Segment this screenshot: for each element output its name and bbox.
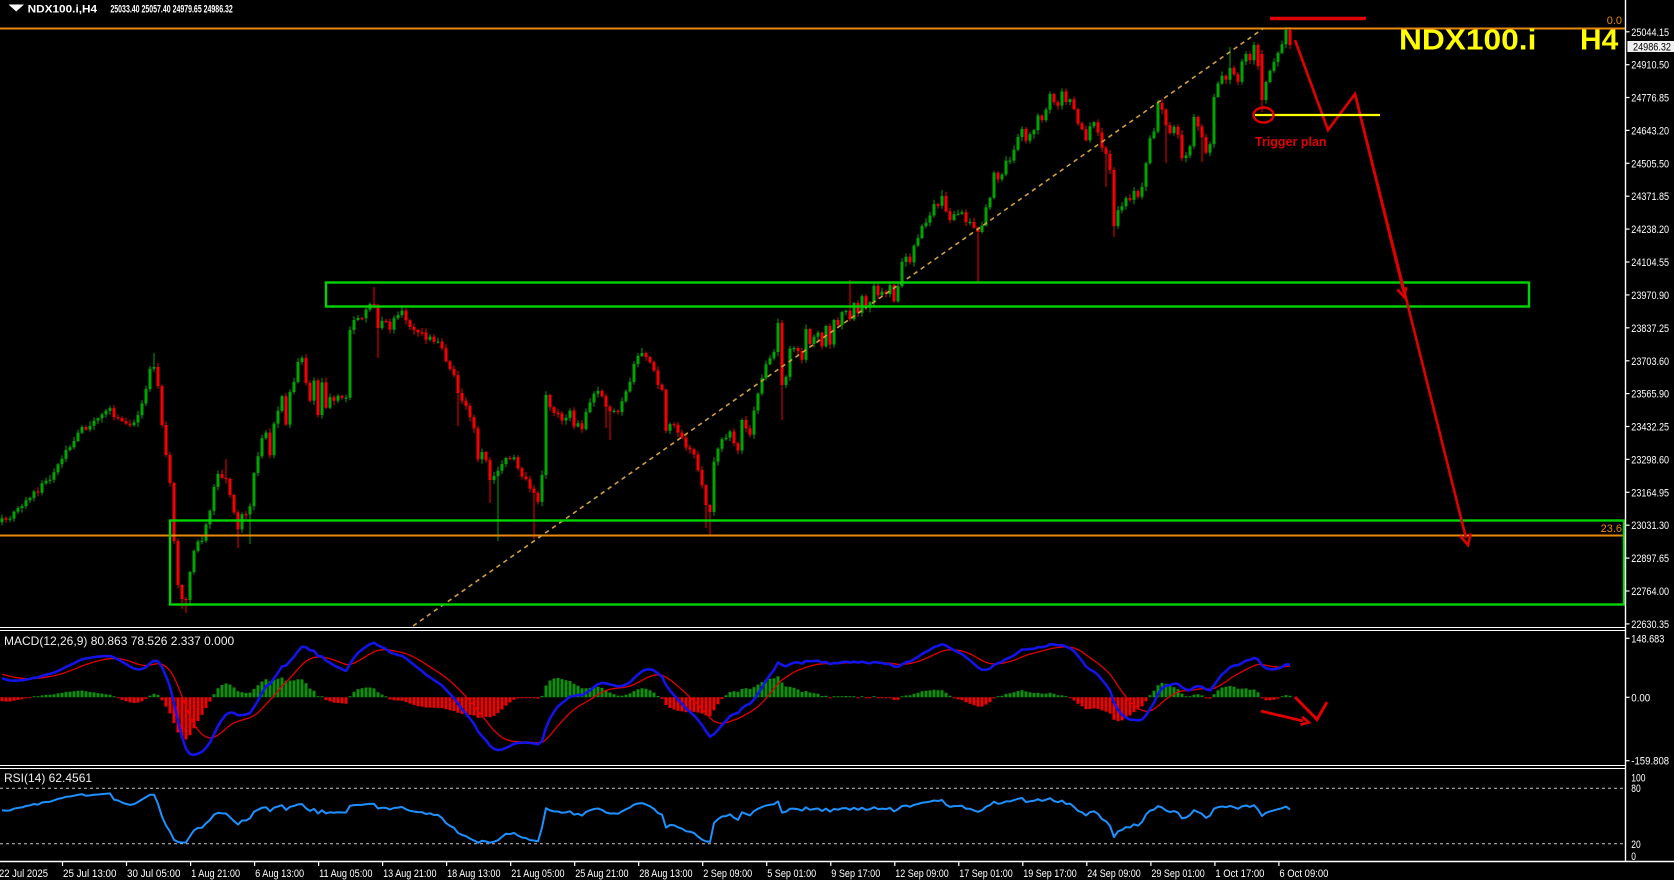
svg-text:25 Jul 13:00: 25 Jul 13:00	[63, 868, 116, 880]
svg-text:MACD(12,26,9) 80.863 78.526 2.: MACD(12,26,9) 80.863 78.526 2.337 0.000	[4, 634, 234, 648]
svg-text:H4: H4	[1580, 24, 1618, 56]
svg-text:18 Aug 13:00: 18 Aug 13:00	[447, 868, 500, 880]
svg-text:NDX100.i,H4: NDX100.i,H4	[28, 3, 98, 15]
svg-text:22630.35: 22630.35	[1631, 619, 1669, 631]
svg-text:11 Aug 05:00: 11 Aug 05:00	[319, 868, 372, 880]
svg-text:23.6: 23.6	[1601, 523, 1622, 535]
svg-text:NDX100.i: NDX100.i	[1399, 24, 1536, 56]
svg-text:13 Aug 21:00: 13 Aug 21:00	[383, 868, 436, 880]
svg-text:9 Sep 17:00: 9 Sep 17:00	[831, 868, 880, 880]
svg-text:23970.90: 23970.90	[1631, 290, 1669, 302]
svg-text:22897.65: 22897.65	[1631, 553, 1669, 565]
svg-text:23837.25: 23837.25	[1631, 323, 1669, 335]
svg-text:25 Aug 21:00: 25 Aug 21:00	[575, 868, 628, 880]
svg-text:0.00: 0.00	[1631, 692, 1650, 704]
svg-text:24986.32: 24986.32	[1633, 41, 1671, 53]
svg-text:30 Jul 05:00: 30 Jul 05:00	[127, 868, 180, 880]
svg-text:23164.95: 23164.95	[1631, 487, 1669, 499]
svg-text:0: 0	[1631, 851, 1636, 863]
svg-text:100: 100	[1631, 773, 1645, 785]
svg-text:22764.00: 22764.00	[1631, 586, 1669, 598]
svg-text:24776.85: 24776.85	[1631, 93, 1669, 105]
svg-text:24 Sep 09:00: 24 Sep 09:00	[1087, 868, 1140, 880]
svg-text:6 Aug 13:00: 6 Aug 13:00	[255, 868, 304, 880]
svg-text:29 Sep 01:00: 29 Sep 01:00	[1151, 868, 1204, 880]
svg-text:2 Sep 09:00: 2 Sep 09:00	[703, 868, 752, 880]
svg-text:22 Jul 2025: 22 Jul 2025	[0, 868, 48, 880]
svg-text:24238.20: 24238.20	[1631, 224, 1669, 236]
svg-text:24910.50: 24910.50	[1631, 60, 1669, 72]
svg-text:RSI(14) 62.4561: RSI(14) 62.4561	[4, 771, 92, 785]
svg-text:80: 80	[1631, 783, 1640, 795]
svg-text:-159.808: -159.808	[1631, 756, 1669, 768]
svg-text:19 Sep 17:00: 19 Sep 17:00	[1023, 868, 1076, 880]
svg-text:20: 20	[1631, 839, 1640, 851]
svg-text:12 Sep 09:00: 12 Sep 09:00	[895, 868, 948, 880]
svg-text:0.0: 0.0	[1607, 15, 1622, 27]
svg-text:1 Oct 17:00: 1 Oct 17:00	[1215, 868, 1264, 880]
svg-text:24505.50: 24505.50	[1631, 158, 1669, 170]
svg-text:23432.25: 23432.25	[1631, 422, 1669, 434]
svg-text:28 Aug 13:00: 28 Aug 13:00	[639, 868, 692, 880]
svg-text:24104.55: 24104.55	[1631, 257, 1669, 269]
svg-text:24371.85: 24371.85	[1631, 191, 1669, 203]
svg-text:24643.20: 24643.20	[1631, 125, 1669, 137]
svg-text:23703.60: 23703.60	[1631, 356, 1669, 368]
svg-text:148.683: 148.683	[1631, 633, 1664, 645]
svg-text:23565.90: 23565.90	[1631, 389, 1669, 401]
svg-text:Trigger plan: Trigger plan	[1255, 135, 1327, 149]
svg-text:23031.30: 23031.30	[1631, 520, 1669, 532]
svg-text:25044.15: 25044.15	[1631, 27, 1669, 39]
svg-text:25033.40 25057.40 24979.65 249: 25033.40 25057.40 24979.65 24986.32	[110, 3, 232, 15]
svg-text:21 Aug 05:00: 21 Aug 05:00	[511, 868, 564, 880]
svg-text:6 Oct 09:00: 6 Oct 09:00	[1279, 868, 1328, 880]
svg-text:17 Sep 01:00: 17 Sep 01:00	[959, 868, 1012, 880]
svg-text:5 Sep 01:00: 5 Sep 01:00	[767, 868, 816, 880]
svg-text:1 Aug 21:00: 1 Aug 21:00	[191, 868, 240, 880]
svg-text:23298.60: 23298.60	[1631, 454, 1669, 466]
